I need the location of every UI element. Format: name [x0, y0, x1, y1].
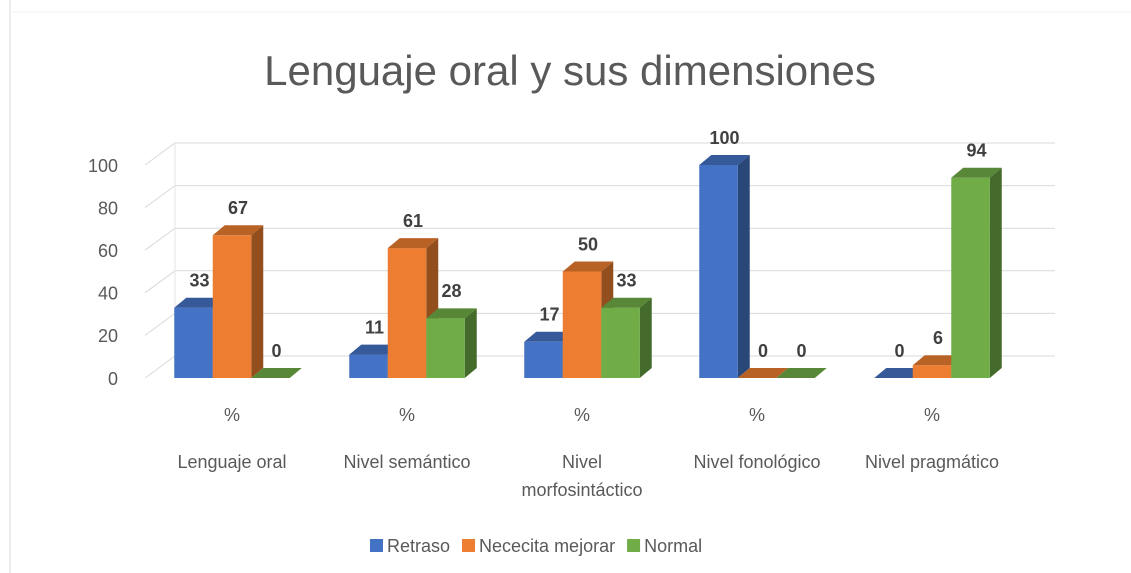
x-tick-label: %: [224, 405, 240, 425]
bar-top: [212, 225, 264, 236]
bar: [951, 167, 1002, 378]
x-group-label: Nivel fonológico: [693, 452, 820, 472]
bar-front: [426, 318, 465, 378]
value-label: 0: [758, 341, 768, 361]
bar-front: [349, 354, 388, 378]
x-tick-label: %: [924, 405, 940, 425]
value-label: 33: [616, 270, 636, 290]
x-group-label: Lenguaje oral: [177, 452, 286, 472]
bar-front: [951, 177, 990, 378]
y-tick-label: 40: [98, 284, 118, 304]
bar-top: [737, 368, 789, 378]
bar: [776, 368, 827, 378]
bar: [699, 155, 750, 378]
grid-line: [144, 227, 1055, 251]
legend-swatch: [370, 539, 383, 552]
legend-label: Retraso: [387, 536, 450, 556]
bar-front: [212, 235, 252, 378]
legend-label: Nececita mejorar: [479, 536, 615, 556]
bar-top: [562, 261, 614, 272]
bar-top: [601, 297, 652, 308]
value-label: 11: [365, 317, 384, 337]
bar: [601, 297, 652, 378]
value-label: 0: [796, 341, 806, 361]
bar-front: [699, 165, 738, 378]
x-tick-label: %: [399, 405, 415, 425]
bar-top: [874, 368, 925, 378]
bar-side: [464, 308, 477, 378]
value-label: 28: [441, 281, 461, 301]
y-tick-label: 100: [88, 156, 118, 176]
y-tick-label: 20: [98, 326, 118, 346]
bar-front: [912, 365, 952, 378]
value-label: 94: [966, 141, 986, 161]
value-label: 33: [189, 270, 209, 290]
bar-front: [601, 307, 640, 378]
value-label: 6: [933, 328, 943, 348]
bar-top: [251, 368, 302, 378]
x-tick-label: %: [574, 405, 590, 425]
bar-top: [951, 167, 1002, 178]
legend-swatch: [462, 539, 476, 552]
value-label: 17: [539, 305, 559, 325]
legend-label: Normal: [644, 536, 702, 556]
bar-side: [251, 225, 264, 378]
bar-front: [562, 271, 602, 378]
value-label: 100: [709, 128, 739, 148]
value-label: 67: [228, 198, 248, 218]
bar-top: [912, 355, 964, 366]
bar-side: [639, 297, 652, 378]
value-label: 61: [403, 211, 423, 231]
legend-swatch: [627, 539, 641, 552]
bar-front: [524, 341, 563, 378]
grid-line: [144, 185, 1055, 209]
bar-top: [174, 297, 225, 308]
bar-top: [387, 238, 439, 249]
x-group-label: Nivel semántico: [343, 452, 470, 472]
bar: [426, 308, 477, 378]
chart-title: Lenguaje oral y sus dimensiones: [264, 47, 876, 94]
bar-top: [349, 344, 400, 355]
value-label: 50: [578, 234, 598, 254]
bar-side: [989, 167, 1002, 378]
bar-top: [426, 308, 477, 319]
value-label: 0: [894, 341, 904, 361]
bar-top: [776, 368, 827, 378]
y-tick-label: 0: [108, 369, 118, 389]
bar-side: [737, 155, 750, 378]
x-tick-label: %: [749, 405, 765, 425]
grid-line: [144, 142, 1055, 166]
bar-front: [387, 248, 427, 378]
bar: [212, 225, 264, 378]
x-group-label: Nivel pragmático: [865, 452, 999, 472]
bar: [251, 368, 302, 378]
bar: [737, 368, 789, 378]
y-tick-label: 80: [98, 198, 118, 218]
x-group-label: Nivel morfosintáctico: [521, 452, 642, 500]
bar-top: [524, 331, 575, 342]
y-tick-label: 60: [98, 241, 118, 261]
bar: [874, 368, 925, 378]
value-label: 0: [271, 341, 281, 361]
bar-top: [699, 155, 750, 165]
bar-front: [174, 307, 213, 378]
